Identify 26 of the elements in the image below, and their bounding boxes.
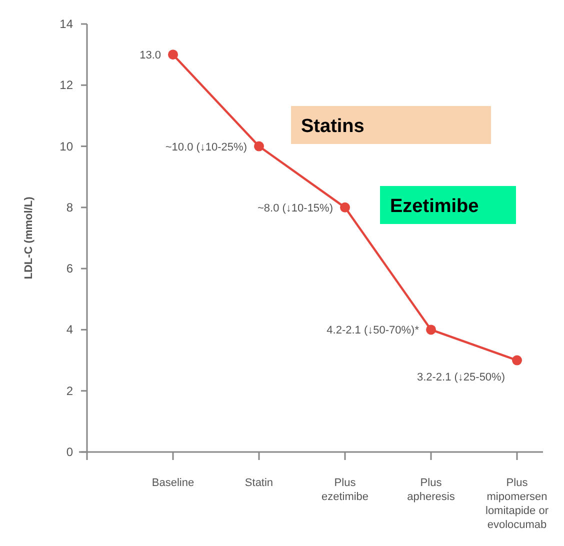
- point: [512, 355, 522, 366]
- y-axis-title: LDL-C (mmol/L): [23, 196, 35, 280]
- point: [426, 324, 436, 335]
- data-label: 13.0: [140, 50, 161, 62]
- annotation: 3.2-2.1 (↓25-50%): [416, 371, 505, 384]
- annotation: 4.2-2.1 (↓50-70%)*: [326, 324, 420, 337]
- annotation: Statins: [301, 116, 364, 137]
- x-tick-label: Baseline: [152, 477, 194, 489]
- y-tick-label: 10: [60, 139, 74, 154]
- point: [168, 50, 178, 60]
- data-label: ~10.0 (↓10-25%): [165, 141, 247, 154]
- y-tick-label: 8: [66, 200, 74, 214]
- x-tick-label: Plus ezetimibe: [321, 477, 369, 503]
- data-label: ~8.0 (↓10-15%): [257, 202, 333, 214]
- y-tick-label: 12: [60, 78, 74, 92]
- y-tick-label: 2: [66, 384, 74, 398]
- y-tick-label: 14: [60, 17, 74, 31]
- y-tick-label: 0: [66, 445, 74, 459]
- point: [340, 202, 350, 212]
- x-tick-label: Plus mipomersen lomitapide or evolocumab: [486, 477, 549, 531]
- y-tick-label: 6: [66, 262, 74, 276]
- annotation: Ezetimibe: [390, 196, 479, 217]
- y-tick-label: 4: [66, 322, 74, 337]
- x-tick-label: Plus apheresis: [407, 477, 456, 503]
- point: [254, 141, 264, 152]
- x-tick-label: Statin: [244, 477, 274, 489]
